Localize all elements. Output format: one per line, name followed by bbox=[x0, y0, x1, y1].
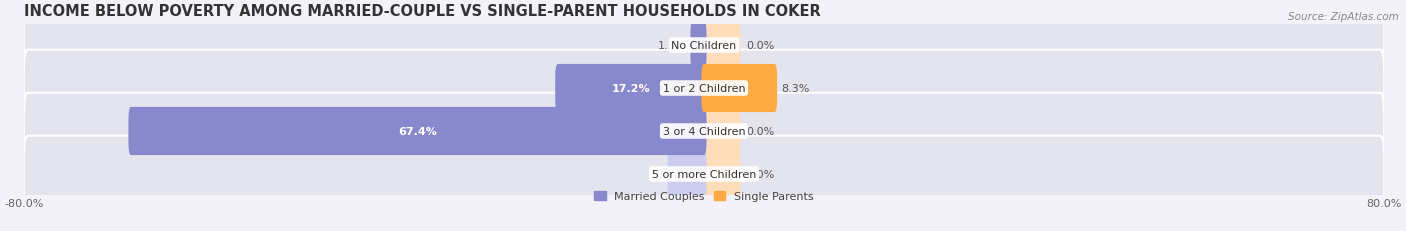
Text: 0.0%: 0.0% bbox=[747, 126, 775, 137]
Text: 0.0%: 0.0% bbox=[664, 169, 692, 179]
Text: 8.3%: 8.3% bbox=[782, 84, 810, 94]
Text: Source: ZipAtlas.com: Source: ZipAtlas.com bbox=[1288, 12, 1399, 21]
FancyBboxPatch shape bbox=[702, 107, 741, 155]
Legend: Married Couples, Single Parents: Married Couples, Single Parents bbox=[592, 189, 815, 204]
Text: 67.4%: 67.4% bbox=[398, 126, 437, 137]
FancyBboxPatch shape bbox=[24, 136, 1384, 212]
Text: 3 or 4 Children: 3 or 4 Children bbox=[662, 126, 745, 137]
Text: INCOME BELOW POVERTY AMONG MARRIED-COUPLE VS SINGLE-PARENT HOUSEHOLDS IN COKER: INCOME BELOW POVERTY AMONG MARRIED-COUPL… bbox=[24, 4, 821, 19]
Text: 0.0%: 0.0% bbox=[747, 169, 775, 179]
FancyBboxPatch shape bbox=[24, 8, 1384, 84]
Text: 0.0%: 0.0% bbox=[747, 41, 775, 51]
FancyBboxPatch shape bbox=[555, 65, 707, 112]
Text: No Children: No Children bbox=[672, 41, 737, 51]
FancyBboxPatch shape bbox=[24, 51, 1384, 127]
Text: 1 or 2 Children: 1 or 2 Children bbox=[662, 84, 745, 94]
Text: 5 or more Children: 5 or more Children bbox=[652, 169, 756, 179]
FancyBboxPatch shape bbox=[690, 22, 707, 70]
Text: 17.2%: 17.2% bbox=[612, 84, 650, 94]
Text: 1.3%: 1.3% bbox=[658, 41, 686, 51]
FancyBboxPatch shape bbox=[702, 65, 778, 112]
FancyBboxPatch shape bbox=[702, 150, 741, 198]
FancyBboxPatch shape bbox=[128, 107, 707, 155]
FancyBboxPatch shape bbox=[668, 150, 707, 198]
FancyBboxPatch shape bbox=[702, 22, 741, 70]
FancyBboxPatch shape bbox=[24, 93, 1384, 170]
